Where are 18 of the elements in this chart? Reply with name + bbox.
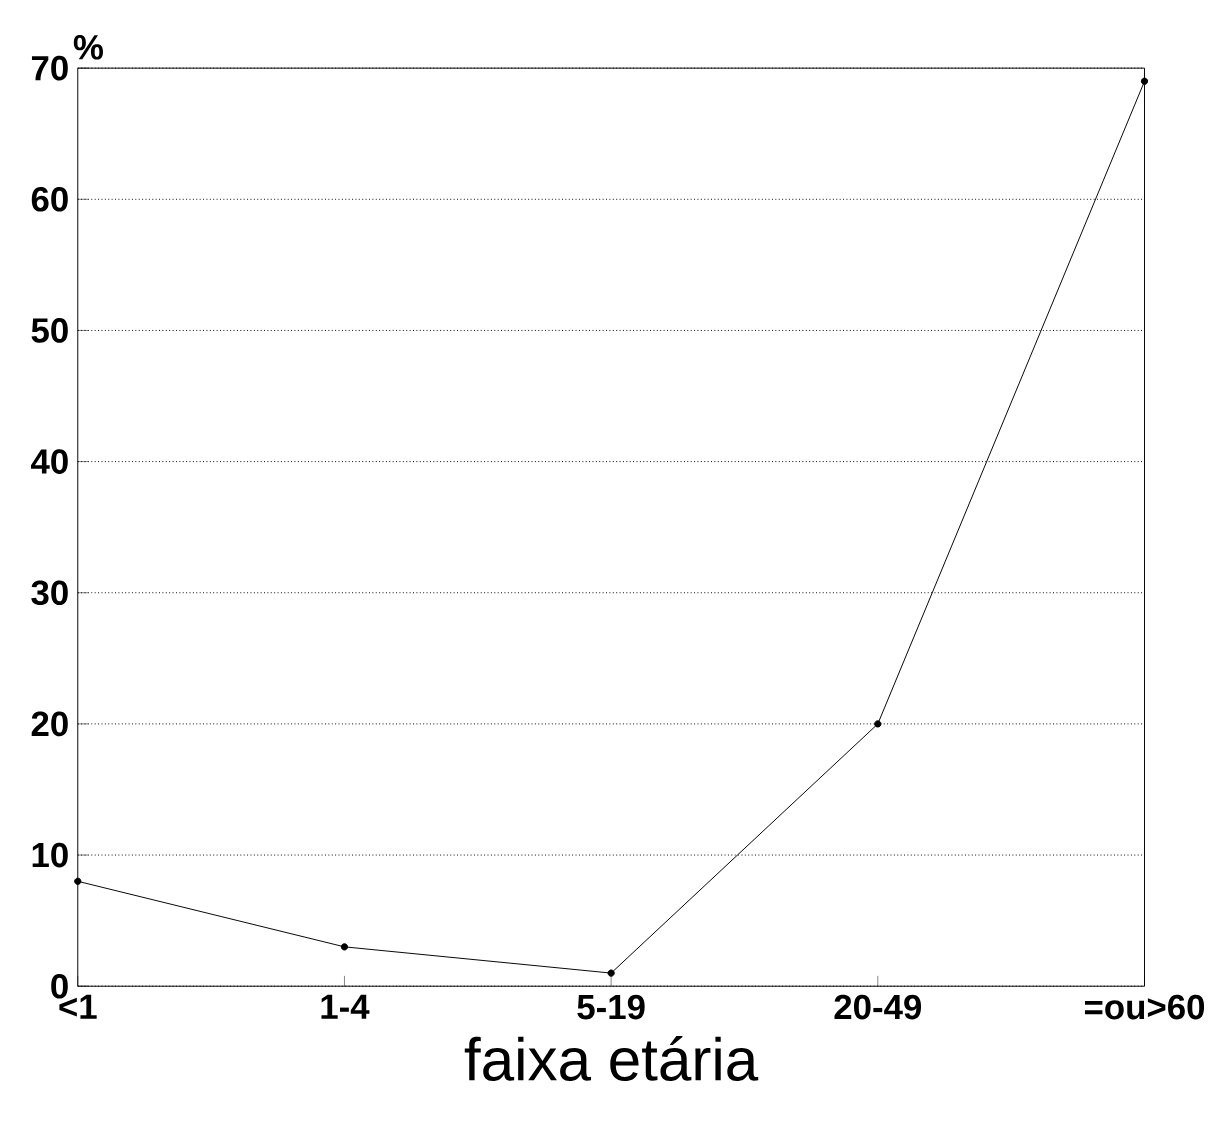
x-tick-label: 20-49 xyxy=(834,994,922,1020)
y-tick-label: 10 xyxy=(32,842,68,868)
x-tick-label: 5-19 xyxy=(577,994,645,1020)
x-tick-label: 1-4 xyxy=(321,994,370,1019)
x-tick-label: =ou>60 xyxy=(1084,994,1205,1020)
y-tick-label: 20 xyxy=(31,711,68,737)
y-tick-label: 30 xyxy=(31,580,68,606)
point xyxy=(607,969,615,977)
point xyxy=(874,720,882,728)
point xyxy=(340,943,349,951)
y-tick-label: 40 xyxy=(31,449,68,474)
point xyxy=(1140,77,1149,85)
y-tick-label: 50 xyxy=(31,318,68,343)
y-axis-title: % xyxy=(73,35,103,60)
point xyxy=(74,877,82,885)
y-tick-label: 70 xyxy=(31,55,68,81)
x-axis-title: faixa etária xyxy=(464,1036,759,1081)
y-tick-label: 60 xyxy=(31,187,68,212)
